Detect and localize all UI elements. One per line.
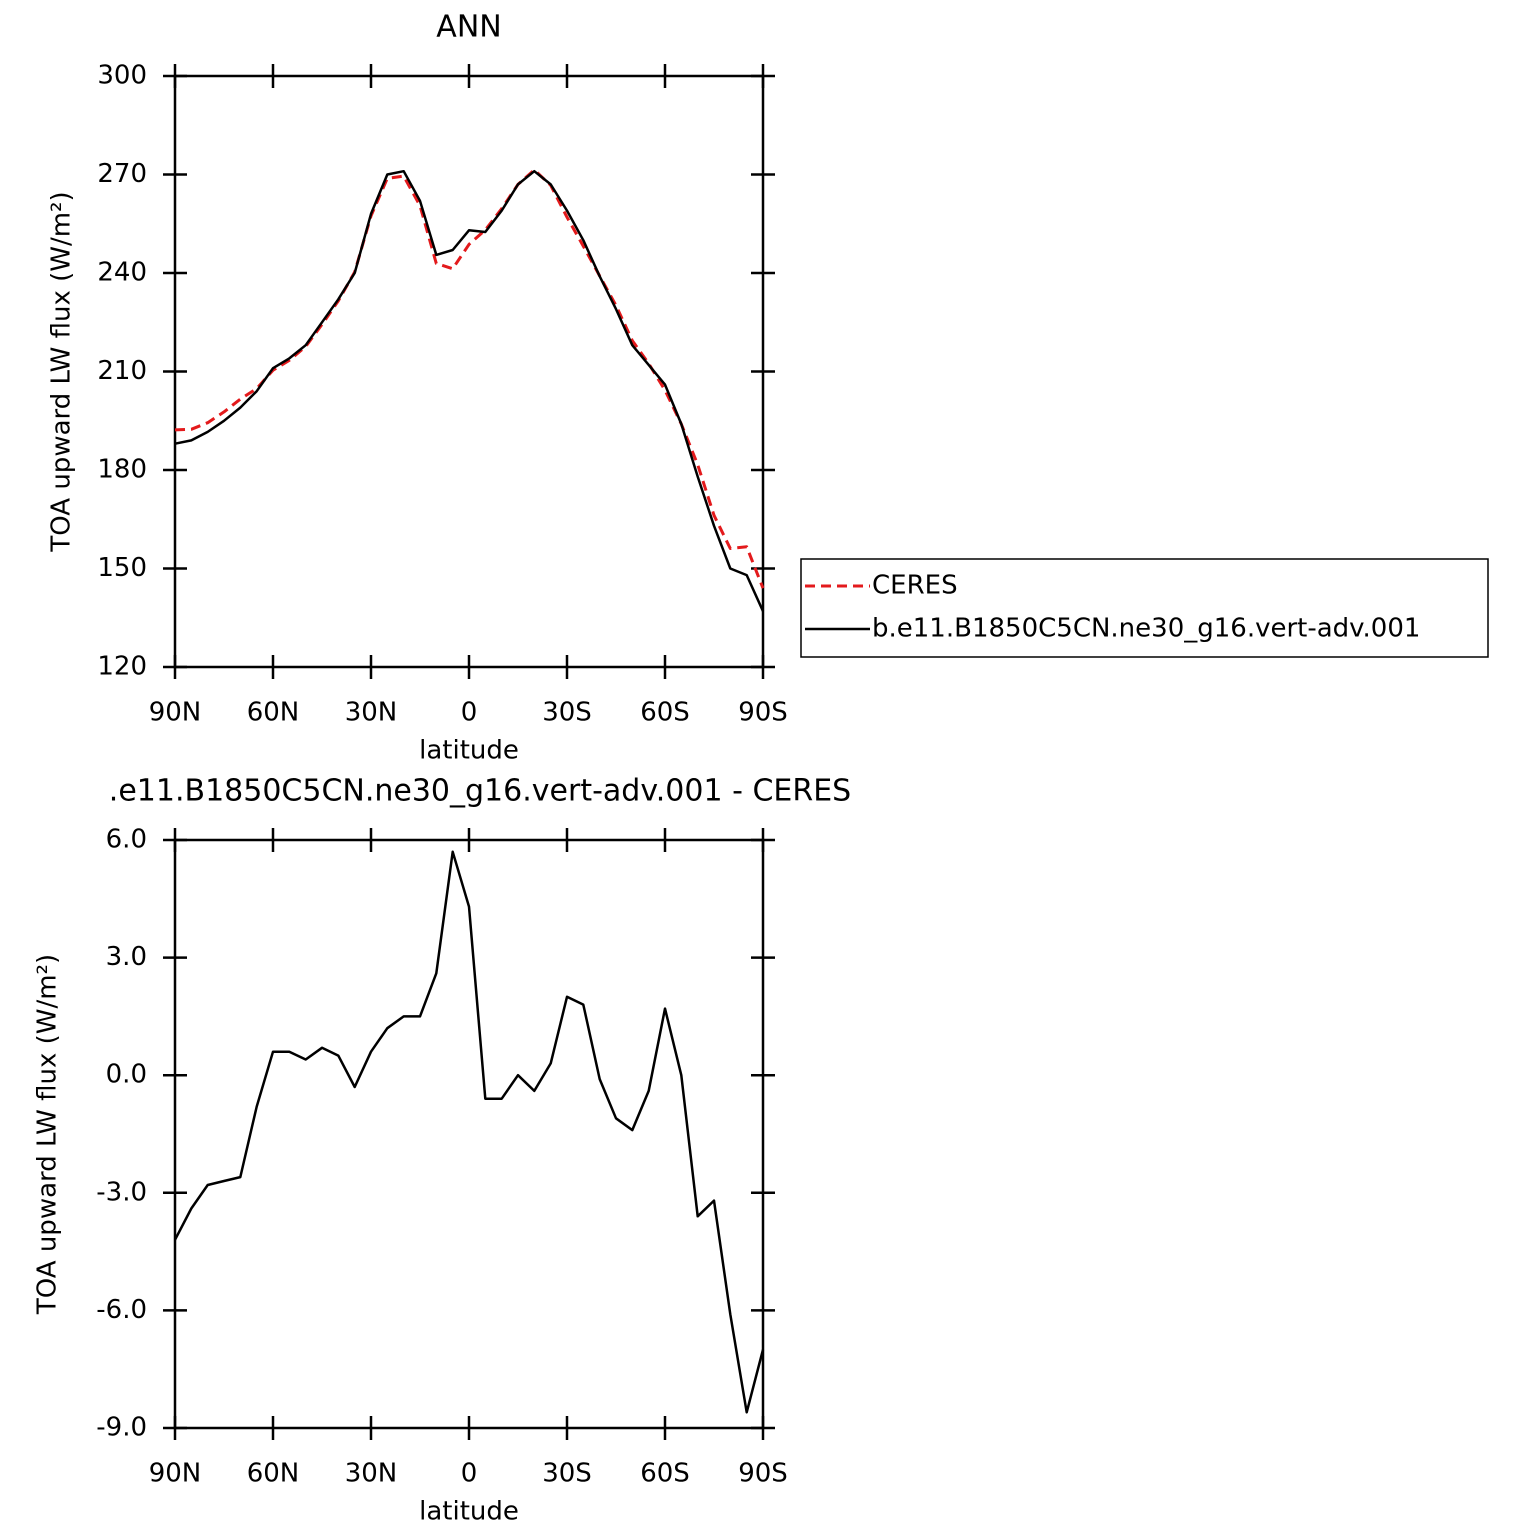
x-axis-label: latitude [419,736,519,766]
legend-label: CERES [872,571,958,601]
data-line [173,850,765,1414]
y-axis-label: TOA upward LW flux (W/m²) [47,191,77,552]
x-tick-label: 0 [461,698,478,728]
y-tick-label: 0.0 [106,1060,147,1090]
y-tick-label: 270 [97,159,147,189]
x-tick-label: 30N [345,1459,398,1489]
legend-label: b.e11.B1850C5CN.ne30_g16.vert-adv.001 [872,614,1420,644]
plot-frame [173,74,765,669]
x-tick-label: 30S [542,1459,592,1489]
x-tick-label: 90N [149,1459,202,1489]
x-tick-label: 60N [247,1459,300,1489]
legend-box [800,558,1489,658]
x-tick-label: 30S [542,698,592,728]
x-tick-label: 0 [461,1459,478,1489]
y-tick-label: 240 [97,258,147,288]
data-line [174,168,765,589]
x-tick-label: 60N [247,698,300,728]
x-tick-label: 60S [640,1459,690,1489]
plot-frame [173,838,765,1430]
chart-title: .e11.B1850C5CN.ne30_g16.vert-adv.001 - C… [109,774,851,809]
y-tick-label: 150 [97,553,147,583]
y-tick-label: 300 [97,61,147,91]
y-tick-label: 3.0 [106,942,147,972]
x-tick-label: 90N [149,698,202,728]
x-tick-label: 30N [345,698,398,728]
x-tick-label: 60S [640,698,690,728]
y-tick-label: 180 [97,455,147,485]
y-tick-label: -3.0 [96,1177,147,1207]
y-tick-label: 210 [97,356,147,386]
y-tick-label: 6.0 [106,825,147,855]
data-line [174,169,765,612]
y-axis-label: TOA upward LW flux (W/m²) [33,954,63,1315]
x-axis-label: latitude [419,1497,519,1527]
y-tick-label: -6.0 [96,1295,147,1325]
y-tick-label: -9.0 [96,1413,147,1443]
chart-title: ANN [436,10,501,45]
y-tick-label: 120 [97,652,147,682]
x-tick-label: 90S [738,698,788,728]
x-tick-label: 90S [738,1459,788,1489]
